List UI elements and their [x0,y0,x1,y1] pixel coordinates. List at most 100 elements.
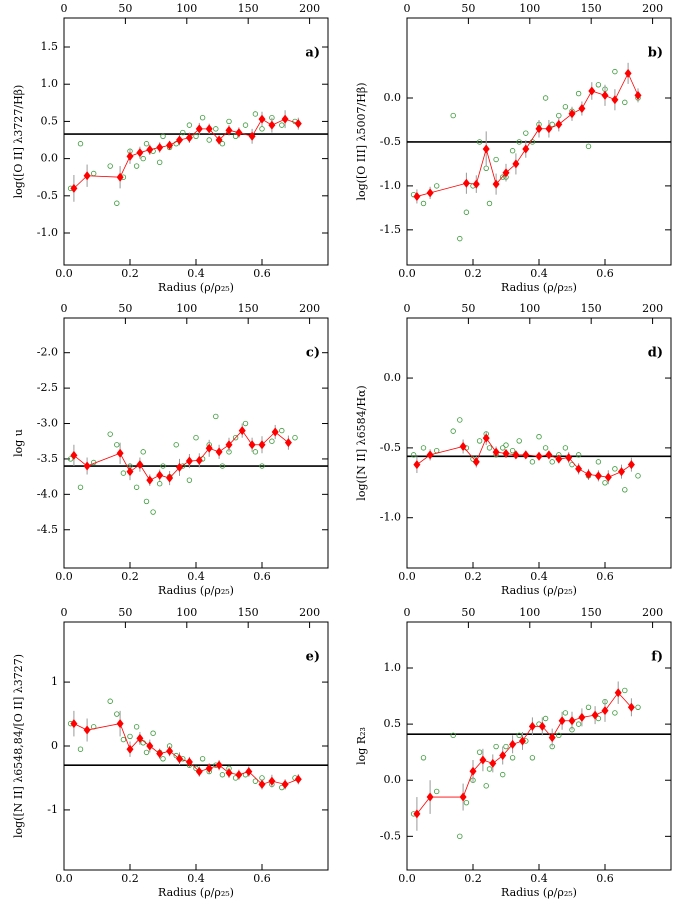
data-point [107,431,113,437]
data-point [133,724,140,730]
data-point [67,456,74,462]
y-tick-label: -0.5 [380,135,401,148]
binned-point [519,736,526,746]
binned-point [459,441,467,451]
binned-point [568,716,576,726]
binned-point [545,124,553,134]
binned-point [509,739,517,749]
binned-point [634,90,642,100]
y-tick-label: -0.5 [380,829,401,842]
x2-tick-label: 100 [176,2,197,15]
y-tick-label: -4.5 [37,523,58,536]
binned-point [83,171,91,181]
y-tick-label: 0.5 [41,114,59,127]
x2-tick-label: 0 [404,2,411,15]
data-point [493,743,499,750]
data-point [575,90,582,97]
binned-point [462,178,470,188]
binned-point [146,475,154,485]
data-point [493,156,499,163]
data-point [242,420,249,427]
binned-point [601,90,609,100]
y-tick-label: -3.0 [37,417,58,430]
panel-label: e) [306,650,320,665]
plot-frame [63,621,329,871]
x-axis-title: Radius (ρ/ρ₂₅) [501,584,577,597]
binned-point [555,454,563,464]
data-point [585,704,592,710]
y-tick-label: 0.0 [384,773,402,786]
binned-point [205,124,213,134]
data-point [199,114,206,121]
data-point [463,799,470,806]
x2-tick-label: 200 [642,606,663,619]
data-point [500,174,506,180]
data-point [114,200,120,206]
binned-line [416,692,632,815]
x2-tick-label: 200 [299,2,320,15]
binned-point [426,188,434,198]
x2-tick-label: 200 [299,302,320,315]
x2-tick-label: 200 [642,302,663,315]
y-axis-title: log R₂₃ [355,727,368,765]
panel-label: d) [648,346,663,361]
data-point [595,82,602,88]
binned-point [565,453,573,463]
x-tick-label: 0.2 [464,570,482,583]
binned-point [492,447,500,457]
binned-point [522,450,530,460]
x2-tick-label: 150 [581,2,602,15]
x-axis-title: Radius (ρ/ρ₂₅) [158,886,234,899]
data-point [516,438,522,444]
binned-point [591,710,599,720]
binned-point [489,758,497,768]
data-point [242,122,249,128]
binned-point [83,461,91,471]
data-point [612,466,618,472]
binned-point [235,770,243,780]
x-tick-label: 0.2 [121,267,139,280]
data-point [420,445,427,451]
binned-point [146,741,154,751]
binned-line [73,118,299,189]
binned-point [235,128,243,138]
x2-tick-label: 0 [404,606,411,619]
binned-point [614,688,622,698]
x-axis-title: Radius (ρ/ρ₂₅) [158,281,234,294]
data-point [219,141,226,147]
data-point [575,721,582,727]
data-point [156,481,163,487]
plot-frame [63,17,329,266]
data-point [150,509,156,515]
binned-point [116,719,124,729]
data-point [252,111,259,117]
data-point [476,139,483,145]
data-point [143,498,150,505]
binned-point [215,760,223,770]
data-point [622,687,628,694]
data-point [612,68,618,75]
data-point [585,143,592,150]
data-point [193,434,199,441]
data-point [213,413,219,420]
data-point [509,755,516,761]
data-point [186,477,193,483]
data-point [232,133,239,139]
binned-point [268,776,276,786]
data-point [77,484,84,490]
binned-point [215,447,223,457]
x-tick-label: 0.0 [398,872,416,885]
binned-point [284,438,292,448]
binned-point [472,457,480,467]
binned-point [601,706,609,716]
binned-point [146,145,154,155]
binned-point [225,440,233,450]
data-point [199,756,206,762]
data-point [133,484,140,490]
binned-point [258,779,266,789]
data-point [450,428,456,434]
y-axis-title: log([O III] λ5007/Hβ) [355,82,368,200]
data-point [143,749,150,756]
binned-point [426,450,434,460]
binned-point [245,767,253,777]
